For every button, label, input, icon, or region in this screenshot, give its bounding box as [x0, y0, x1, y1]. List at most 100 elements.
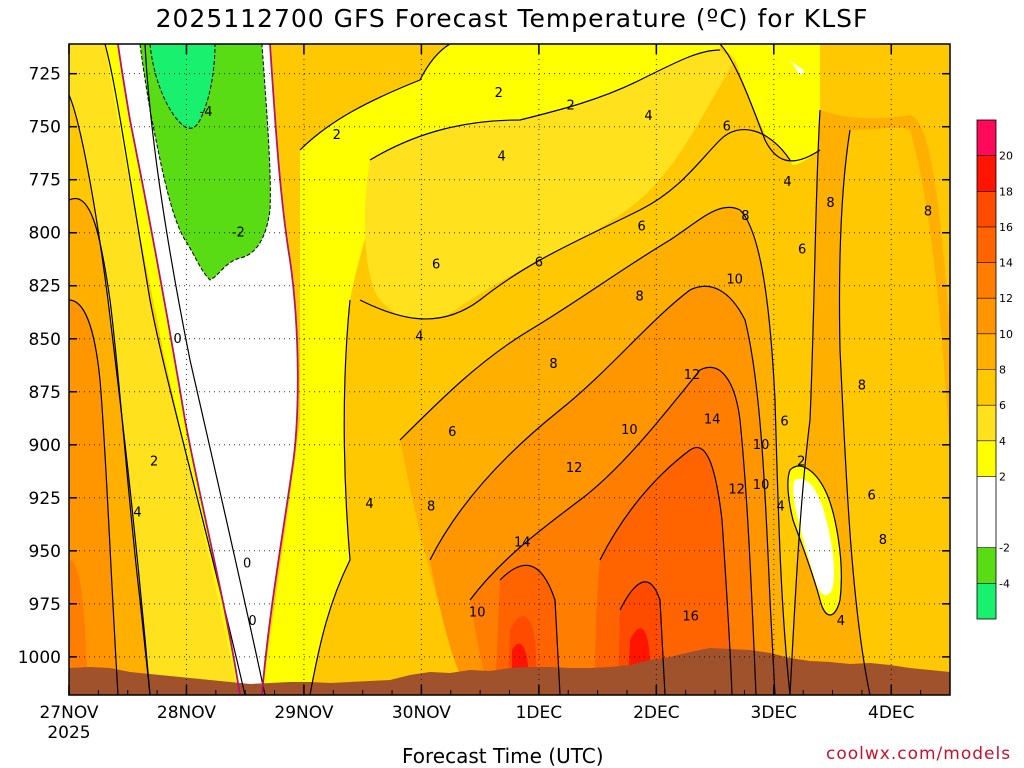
contour-label: 8: [826, 196, 834, 211]
contour-line: [429, 285, 776, 695]
colorbar-label: -4: [999, 577, 1010, 590]
x-tick-label: 30NOV: [392, 703, 451, 723]
credit-link[interactable]: coolwx.com/models: [826, 744, 1012, 764]
chart-title: 2025112700 GFS Forecast Temperature (ºC)…: [155, 4, 869, 33]
field-left-yellow: [69, 44, 245, 695]
contour-line: [499, 564, 561, 695]
contour-label: 0: [174, 332, 182, 347]
colorbar-label: 10: [999, 328, 1013, 341]
contour-line: [69, 197, 151, 695]
contour-label: -4: [200, 105, 213, 120]
x-axis: 27NOV 28NOV 29NOV 30NOV 1DEC 2DEC 3DEC 4DEC 2025: [39, 44, 922, 743]
colorbar-label: 6: [999, 399, 1006, 412]
y-tick-label: 925: [29, 489, 61, 509]
contour-label: 2: [567, 98, 575, 113]
y-tick-label: 900: [29, 436, 61, 456]
contour-line: [719, 44, 821, 162]
contour-line: [359, 129, 791, 320]
contour-line: [789, 109, 821, 695]
contour-label: 10: [469, 605, 486, 620]
x-tick-label: 28NOV: [157, 703, 216, 723]
contour-label: 6: [448, 425, 456, 440]
colorbar-swatch: [977, 440, 996, 477]
colorbar-swatch: [977, 226, 996, 263]
colorbar-label: 18: [999, 185, 1013, 198]
y-tick-label: 725: [29, 65, 61, 85]
contour-label: 2: [797, 455, 805, 470]
contour-line: [144, 44, 266, 695]
colorbar-swatch: [977, 369, 996, 406]
colorbar-label: 2: [999, 470, 1006, 483]
contour-label: 4: [498, 149, 506, 164]
contour-label: 10: [726, 272, 743, 287]
contour-label: 4: [133, 506, 141, 521]
contour-line: [619, 581, 666, 695]
colorbar-swatch: [977, 262, 996, 299]
colorbar-label: 16: [999, 221, 1013, 234]
contour-label: 6: [432, 258, 440, 273]
contour-label: 10: [621, 423, 638, 438]
contour-line: [838, 129, 871, 695]
colorbar-swatch: [977, 583, 996, 619]
contour-label: 4: [415, 330, 423, 345]
contour-line: [399, 206, 791, 695]
grid: [69, 44, 950, 695]
y-tick-label: 1000: [18, 648, 61, 668]
contour-label: 4: [777, 499, 785, 514]
contour-label: 2: [150, 455, 158, 470]
x-axis-label: Forecast Time (UTC): [402, 744, 604, 768]
y-tick-label: 825: [29, 277, 61, 297]
x-tick-label: 4DEC: [868, 703, 915, 723]
contour-label: -2: [232, 226, 245, 241]
x-year-label: 2025: [47, 723, 90, 743]
colorbar-label: 8: [999, 364, 1006, 377]
field-yellow-upper-right: [720, 44, 820, 166]
colorbar-swatch: [977, 476, 996, 548]
zero-isotherm-left: [117, 44, 241, 695]
contour-line: [469, 366, 757, 695]
contour-label: 2: [495, 86, 503, 101]
contour-label: 14: [704, 412, 721, 427]
contour-label: 6: [868, 489, 876, 504]
contour-line: [299, 44, 451, 151]
x-tick-label: 1DEC: [516, 703, 563, 723]
colorbar-swatch: [977, 405, 996, 441]
field-left-hot: [69, 560, 88, 695]
contour-line: [69, 94, 151, 695]
colorbar-label: 20: [999, 150, 1013, 163]
field-right-6-8: [839, 127, 950, 695]
colorbar: -4 -2 2 4 6 8 10 12 14 16 18 20: [976, 119, 1013, 620]
contour-label: 6: [723, 120, 731, 135]
contour-label: 8: [741, 209, 749, 224]
colorbar-swatch: [977, 298, 996, 334]
colorbar-label: 14: [999, 257, 1013, 270]
contour-lines: [69, 44, 871, 695]
contour-label: 4: [837, 614, 845, 629]
contour-label: 0: [243, 557, 251, 572]
contour-labels: -4 -2 0 0 0 2 2 2 2 2 4 4 4 4 4 4 4 4 6 6 6 6 6 6 6 6 8 8 8 8 8 8 8 8 10 10…: [133, 86, 932, 629]
contour-label: 14: [514, 535, 531, 550]
contour-line: [309, 299, 351, 695]
field-white-pocket-3dec: [793, 478, 835, 596]
contour-label: 12: [728, 482, 745, 497]
field-band-4-6: [364, 50, 735, 324]
x-tick-label: 29NOV: [274, 703, 333, 723]
contour-line: [599, 446, 733, 695]
contour-line: [69, 299, 119, 695]
contour-label: 6: [798, 243, 806, 258]
y-tick-label: 875: [29, 383, 61, 403]
contour-label: 8: [636, 289, 644, 304]
field-yellow-mid: [262, 44, 720, 695]
contour-line: [787, 465, 842, 616]
colorbar-swatch: [977, 155, 996, 192]
y-tick-label: 975: [29, 595, 61, 615]
x-tick-label: 27NOV: [39, 703, 98, 723]
y-tick-label: 750: [29, 118, 61, 138]
temperature-field: [69, 44, 950, 695]
y-tick-label: 950: [29, 542, 61, 562]
contour-label: 12: [566, 461, 583, 476]
field-white-fleck: [790, 60, 805, 75]
x-tick-label: 3DEC: [751, 703, 798, 723]
